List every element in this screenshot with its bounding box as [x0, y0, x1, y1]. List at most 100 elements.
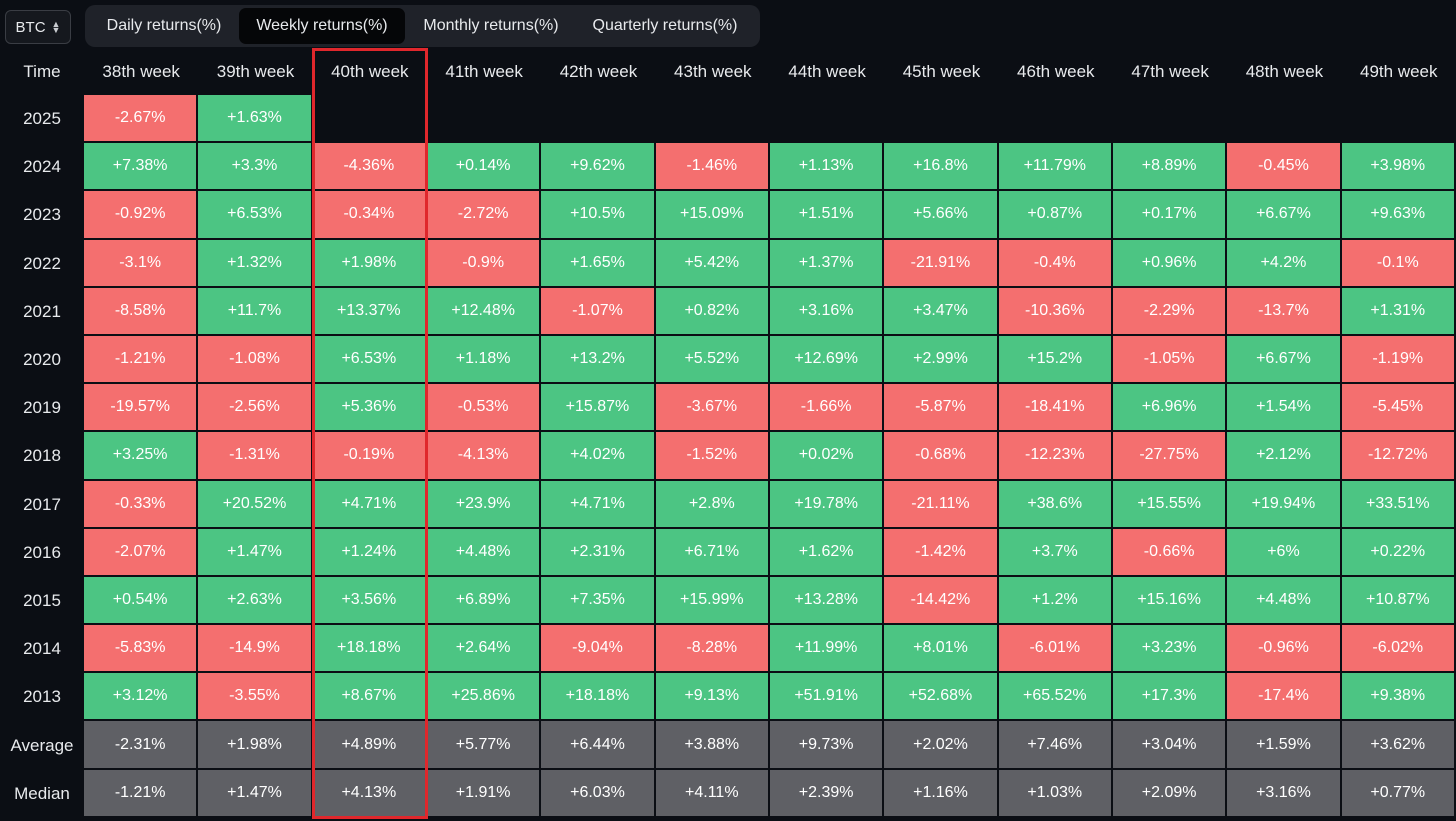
- return-cell: +18.18%: [312, 625, 427, 674]
- return-cell: +8.67%: [312, 673, 427, 722]
- row-label: 2020: [23, 350, 61, 370]
- return-cell: [999, 95, 1113, 143]
- return-cell: -21.91%: [884, 239, 999, 288]
- return-cell: -6.02%: [1341, 625, 1456, 674]
- return-cell: -2.72%: [426, 191, 542, 240]
- column-header[interactable]: 43th week: [674, 61, 752, 81]
- column-header[interactable]: 38th week: [102, 61, 180, 81]
- return-cell: -1.08%: [198, 335, 313, 385]
- asset-select[interactable]: BTC ▲ ▼: [5, 10, 71, 44]
- return-cell: [770, 95, 884, 143]
- return-cell: +16.8%: [884, 143, 999, 192]
- column-header[interactable]: 45th week: [902, 61, 981, 81]
- tab-weekly-returns[interactable]: Weekly returns(%): [239, 8, 405, 44]
- return-cell: +1.51%: [769, 191, 885, 240]
- aggregate-cell: +3.62%: [1341, 721, 1456, 770]
- aggregate-cell: +2.09%: [1112, 769, 1228, 818]
- return-cell: +3.56%: [312, 576, 427, 626]
- column-header[interactable]: 42th week: [559, 61, 638, 81]
- column-header[interactable]: 39th week: [216, 61, 295, 81]
- aggregate-cell: +5.77%: [426, 721, 542, 770]
- return-cell: +4.71%: [312, 480, 427, 529]
- return-cell: -21.11%: [884, 480, 999, 529]
- return-cell: +15.16%: [1112, 576, 1228, 626]
- return-cell: -0.33%: [84, 480, 199, 529]
- return-cell: +1.2%: [998, 576, 1113, 626]
- return-cell: +0.17%: [1112, 191, 1228, 240]
- return-cell: +2.8%: [655, 480, 770, 529]
- return-cell: -3.1%: [84, 239, 199, 288]
- column-header[interactable]: 44th week: [788, 61, 866, 81]
- return-cell: +0.82%: [655, 287, 770, 336]
- return-cell: -1.19%: [1341, 335, 1456, 385]
- return-cell: +20.52%: [198, 480, 313, 529]
- return-cell: +13.28%: [769, 576, 885, 626]
- return-cell: +19.94%: [1227, 480, 1342, 529]
- return-cell: +2.64%: [426, 625, 542, 674]
- return-cell: -12.72%: [1341, 432, 1456, 481]
- return-cell: -0.1%: [1341, 239, 1456, 288]
- column-header[interactable]: 40th week: [331, 61, 409, 81]
- return-cell: +0.54%: [84, 576, 199, 626]
- row-label: 2018: [23, 446, 61, 466]
- row-label: 2019: [23, 398, 61, 418]
- row-label: 2021: [23, 301, 61, 321]
- aggregate-cell: +6.44%: [541, 721, 656, 770]
- aggregate-cell: +4.13%: [312, 769, 427, 818]
- return-cell: -0.53%: [426, 384, 542, 433]
- return-cell: +1.47%: [198, 528, 313, 577]
- return-cell: -14.9%: [198, 625, 313, 674]
- tab-quarterly-returns[interactable]: Quarterly returns(%): [592, 17, 738, 34]
- return-cell: -0.9%: [426, 239, 542, 288]
- return-cell: -1.07%: [541, 287, 656, 336]
- aggregate-cell: +9.73%: [769, 721, 885, 770]
- return-cell: +11.7%: [198, 287, 313, 336]
- return-cell: +1.13%: [769, 143, 885, 192]
- return-cell: +1.98%: [312, 239, 427, 288]
- return-cell: -0.45%: [1227, 143, 1342, 192]
- row-label: Median: [14, 783, 70, 803]
- return-cell: +23.9%: [426, 480, 542, 529]
- return-cell: -17.4%: [1227, 673, 1342, 722]
- column-header[interactable]: 46th week: [1017, 61, 1095, 81]
- return-cell: +2.31%: [541, 528, 656, 577]
- column-header[interactable]: 48th week: [1245, 61, 1324, 81]
- column-header[interactable]: 41th week: [445, 61, 523, 81]
- return-cell: +9.62%: [541, 143, 656, 192]
- return-cell: +3.47%: [884, 287, 999, 336]
- return-cell: -5.87%: [884, 384, 999, 433]
- column-header[interactable]: 47th week: [1131, 61, 1209, 81]
- return-cell: +65.52%: [998, 673, 1113, 722]
- return-cell: +3.23%: [1112, 625, 1228, 674]
- aggregate-cell: +4.89%: [312, 721, 427, 770]
- return-cell: -1.31%: [198, 432, 313, 481]
- column-header[interactable]: 49th week: [1360, 61, 1438, 81]
- return-period-tabs: Daily returns(%) Weekly returns(%) Monthly…: [85, 5, 760, 47]
- aggregate-cell: -2.31%: [84, 721, 199, 770]
- return-cell: [1113, 95, 1227, 143]
- tab-monthly-returns[interactable]: Monthly returns(%): [423, 17, 559, 34]
- return-cell: +6%: [1227, 528, 1342, 577]
- return-cell: [656, 95, 770, 143]
- tab-daily-returns[interactable]: Daily returns(%): [106, 17, 222, 34]
- return-cell: -0.34%: [312, 191, 427, 240]
- aggregate-cell: +3.16%: [1227, 769, 1342, 818]
- aggregate-cell: -1.21%: [84, 769, 199, 818]
- return-cell: +3.16%: [769, 287, 885, 336]
- row-label: 2017: [23, 494, 61, 514]
- aggregate-cell: +1.98%: [198, 721, 313, 770]
- return-cell: +4.48%: [426, 528, 542, 577]
- return-cell: +6.67%: [1227, 335, 1342, 385]
- return-cell: +1.62%: [769, 528, 885, 577]
- asset-select-value: BTC: [15, 18, 46, 36]
- return-cell: [541, 95, 655, 143]
- row-label: 2024: [23, 157, 61, 177]
- row-label: 2014: [23, 639, 61, 659]
- return-cell: +4.2%: [1227, 239, 1342, 288]
- return-cell: +6.89%: [426, 576, 542, 626]
- return-cell: +6.71%: [655, 528, 770, 577]
- return-cell: -0.68%: [884, 432, 999, 481]
- return-cell: -3.55%: [198, 673, 313, 722]
- return-cell: +1.18%: [426, 335, 542, 385]
- return-cell: +7.35%: [541, 576, 656, 626]
